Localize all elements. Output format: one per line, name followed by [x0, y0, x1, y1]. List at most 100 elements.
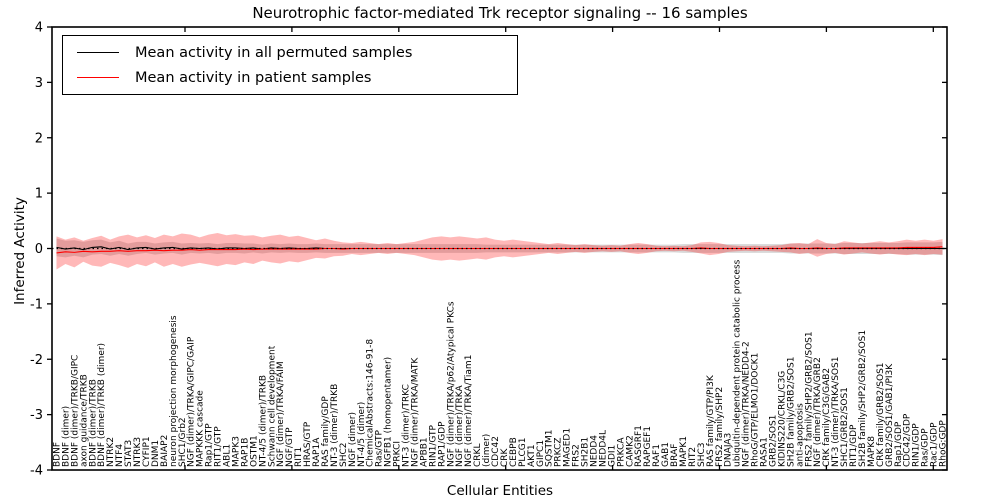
x-category-label: NTF4	[115, 444, 125, 467]
x-category-label: SH2B family/SHP2/GRB2/SOS1	[858, 330, 868, 467]
x-category-label: GRB2/SOS1/GAB1/PI3K	[885, 363, 895, 467]
x-category-label: GDI1	[607, 445, 617, 467]
permuted-band	[56, 238, 943, 258]
y-tick-label: 0	[35, 242, 43, 257]
x-category-label: NGF (dimer)/TRKA	[455, 384, 465, 467]
x-category-label: NT-3 (dimer)/TRKC	[402, 384, 412, 467]
y-tick-label: -1	[30, 297, 43, 312]
x-category-label: RAS family/GDP	[321, 396, 331, 467]
x-category-label: OSTM1	[249, 435, 259, 467]
x-axis-label: Cellular Entities	[446, 483, 554, 499]
x-category-label: RAS family/GTP/PI3K	[706, 374, 716, 467]
x-category-label: RAP1B	[240, 438, 250, 467]
x-category-label: FRS2 family/SHP2/GRB2/SOS1	[804, 331, 814, 467]
x-category-label: CRK family/GRB2/SOS1	[876, 362, 886, 467]
x-category-label: CRK family/C3G/GAB2	[822, 368, 832, 467]
x-category-label: axon guidance/TRKB	[79, 374, 89, 467]
x-category-label: RAF1	[652, 444, 662, 467]
x-category-label: RAP1A	[312, 437, 322, 467]
x-category-label: BDNF (dimer)/TRKB (dimer)	[97, 343, 107, 467]
x-category-label: PRKCA	[616, 437, 626, 467]
x-category-label: KIDINS220/CRKL/C3G	[777, 371, 787, 467]
x-category-label: Rap1/GTP	[205, 423, 215, 467]
x-category-label: NGF (dimer)/TRKA/GRB2	[813, 357, 823, 467]
x-category-label: CEBPB	[509, 437, 519, 467]
x-category-label: NTRK2	[106, 437, 116, 467]
x-category-label: APBB1	[419, 437, 429, 467]
x-category-label: RASGRF1	[634, 425, 644, 467]
legend-label-permuted: Mean activity in all permuted samples	[135, 44, 413, 61]
y-tick-label: -4	[30, 464, 43, 479]
x-category-label: BDNF (dimer)	[61, 406, 71, 467]
y-tick-label: 3	[35, 76, 43, 91]
x-category-label: (dimer)	[482, 434, 492, 467]
x-category-label: NEDD4	[589, 435, 599, 467]
x-category-label: MAGED1	[563, 428, 573, 467]
x-category-label: anti-apoptosis	[795, 403, 805, 467]
x-category-label: NGF (dimer)/TRKA/NEDD4-2	[742, 341, 752, 467]
x-category-label: NT-4/5 (dimer)	[357, 402, 367, 467]
x-category-label: GRB2/SOS1	[768, 415, 778, 467]
x-category-label: NT-3 (dimer)/TRKB	[330, 384, 340, 467]
x-category-label: RAPGEF1	[643, 426, 653, 467]
x-category-label: BDNF (dimer)/TRKB/GIPC	[70, 355, 80, 467]
x-category-label: NGF (dimer)/TRKA/MATK	[410, 357, 420, 467]
legend: Mean activity in all permuted samples Me…	[62, 35, 518, 95]
x-category-label: MAPK8	[867, 436, 877, 467]
x-category-label: Ras/GDP	[921, 428, 931, 467]
y-axis-label: Inferred Activity	[12, 197, 28, 305]
x-category-label: RIT2	[688, 447, 698, 467]
x-category-label: NGF (dimer)	[348, 412, 358, 467]
x-category-label: RIN1/GDP	[912, 423, 922, 467]
x-category-label: neuron projection morphogenesis	[169, 315, 179, 467]
x-category-label: DNAJA3	[724, 433, 734, 467]
x-category-label: SHC1/Grb2	[178, 417, 188, 467]
x-category-label: SHC3	[697, 443, 707, 468]
y-tick-label: -2	[30, 353, 43, 368]
x-category-label: Schwann cell development	[267, 345, 277, 467]
x-category-label: BRAF	[670, 444, 680, 467]
x-category-label: SH2B family/GRB2/SOS1	[786, 357, 796, 467]
y-tick-label: 2	[35, 131, 43, 146]
x-category-label: STAT3	[124, 440, 134, 467]
x-category-label: BDNF	[52, 442, 62, 467]
x-category-label: DNM1	[151, 440, 161, 467]
x-category-label: NGF (dimer)/TRKA/p62/Atypical PKCs	[446, 301, 456, 467]
x-category-label: RAP1/GDP	[437, 421, 447, 467]
x-category-label: MAPK1	[679, 436, 689, 467]
x-category-label: SHC2	[339, 443, 349, 468]
x-category-label: FRS2	[572, 444, 582, 467]
patient-line-swatch	[77, 77, 119, 78]
x-category-label: NGF (dimer)/TRKA/Tiam1	[464, 355, 474, 467]
legend-item-patient: Mean activity in patient samples	[63, 66, 517, 90]
x-category-label: BAIAP2	[160, 435, 170, 467]
x-category-label: CRKL	[473, 444, 483, 467]
x-category-label: CAMK2	[625, 435, 635, 467]
y-tick-label: 1	[35, 187, 43, 202]
x-category-label: NTRK3	[133, 437, 143, 467]
x-category-label: GAB1	[661, 442, 671, 467]
x-category-label: RIT1/GTP	[214, 426, 224, 467]
x-category-label: RIT1	[294, 447, 304, 467]
x-category-label: RhoG/GTP/ELMO1/DOCK1	[751, 353, 761, 467]
y-tick-label: -3	[30, 408, 43, 423]
x-category-label: ubiquitin-dependent protein catabolic pr…	[733, 259, 743, 467]
x-category-label: PRKCZ	[554, 437, 564, 467]
x-category-label: ChemicalAbstracts:146-91-8	[366, 339, 376, 467]
legend-label-patient: Mean activity in patient samples	[135, 69, 372, 86]
y-tick-label: 4	[35, 21, 43, 36]
x-category-label: PRKCI	[393, 441, 403, 467]
x-category-label: RhoG:GDP	[939, 420, 949, 467]
x-category-label: CYFIP1	[142, 436, 152, 467]
x-category-label: MAPKKK cascade	[196, 390, 206, 467]
x-category-label: HRAS/GTP	[303, 421, 313, 467]
x-category-label: MAPK3	[231, 436, 241, 467]
patient-band	[56, 232, 943, 270]
x-category-label: ABL1	[223, 444, 233, 467]
x-category-label: RIT1/GDP	[849, 424, 859, 467]
x-category-label: FRS2 family/SHP2	[715, 387, 725, 467]
x-category-label: CDC42	[491, 436, 501, 467]
x-category-label: CRK	[500, 447, 510, 467]
